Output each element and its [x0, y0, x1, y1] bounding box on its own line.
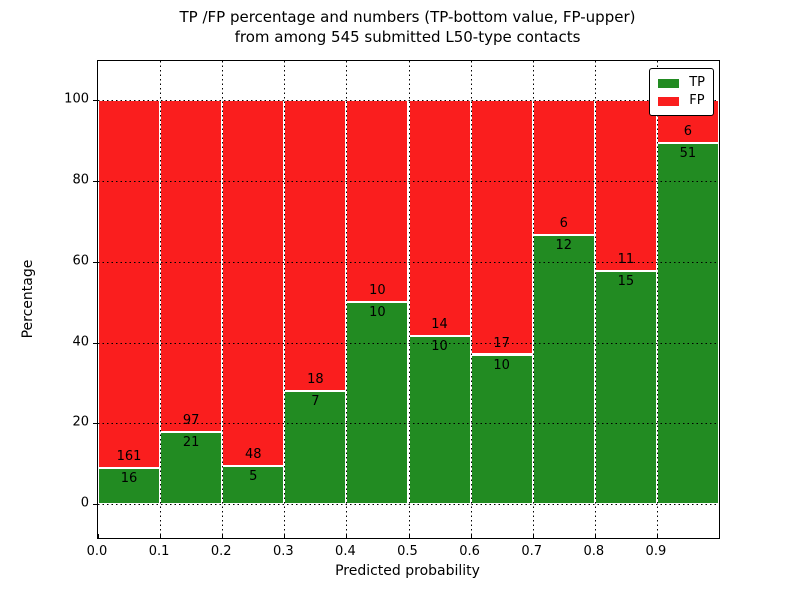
x-tick-0.8 [594, 534, 596, 538]
chart-title-line2: from among 545 submitted L50-type contac… [234, 28, 581, 46]
tp-count-label-7: 12 [555, 237, 573, 253]
tp-count-label-6: 10 [493, 357, 510, 373]
legend-swatch-fp [658, 96, 680, 106]
tp-count-label-9: 51 [679, 145, 697, 161]
tp-count-label-3: 7 [311, 394, 320, 409]
y-tick-60 [93, 261, 97, 263]
fp-count-label-2: 48 [244, 446, 262, 462]
fp-count-label-1: 97 [182, 413, 200, 429]
legend-label-fp: FP [689, 93, 705, 108]
x-tick-0.9 [656, 534, 658, 538]
fp-count-label-3: 18 [307, 372, 324, 387]
y-tick-0 [93, 504, 97, 506]
bar-segment-tp-6 [470, 354, 533, 505]
bar-segment-tp-5 [408, 335, 471, 505]
x-tick-0.6 [470, 534, 472, 538]
y-tick-label-80: 80 [72, 172, 89, 188]
x-tick-0.5 [408, 534, 410, 538]
y-tick-20 [93, 423, 97, 425]
fp-count-label-8: 11 [617, 252, 635, 268]
gridline-x-0.3 [284, 61, 286, 538]
tp-count-label-4: 10 [369, 305, 386, 321]
tp-count-label-5: 10 [431, 338, 448, 354]
gridline-x-0.1 [160, 61, 162, 538]
y-tick-label-100: 100 [64, 91, 89, 107]
gridline-x-0.7 [532, 61, 534, 538]
legend-label-tp: TP [689, 75, 705, 90]
bar-segment-fp-3 [284, 100, 347, 391]
x-tick-0.2 [222, 534, 224, 538]
x-tick-0.1 [160, 534, 162, 538]
legend-row-fp: FP [658, 92, 705, 110]
legend-row-tp: TP [658, 74, 705, 92]
y-tick-80 [93, 180, 97, 182]
bar-segment-fp-4 [346, 100, 409, 303]
x-tick-label-0.8: 0.8 [583, 544, 605, 559]
bar-segment-fp-5 [408, 100, 471, 336]
bar-segment-fp-0 [98, 100, 161, 468]
gridline-x-0.9 [656, 61, 658, 538]
y-tick-label-40: 40 [72, 334, 89, 350]
x-tick-label-0.0: 0.0 [86, 544, 108, 559]
gridline-x-0.8 [594, 61, 596, 538]
bar-segment-tp-7 [532, 234, 595, 505]
y-tick-label-20: 20 [72, 414, 89, 430]
x-tick-label-0.5: 0.5 [397, 544, 418, 559]
bar-segment-fp-1 [160, 100, 223, 433]
x-tick-0.4 [346, 534, 348, 538]
bar-segment-tp-4 [346, 302, 409, 505]
fp-count-label-6: 17 [493, 335, 510, 351]
chart-title-line1: TP /FP percentage and numbers (TP-bottom… [179, 8, 636, 26]
gridline-x-0.6 [470, 61, 472, 538]
bar-segment-fp-7 [532, 100, 595, 235]
legend: TP FP [649, 68, 714, 116]
x-tick-label-0.9: 0.9 [645, 544, 667, 559]
chart-title: TP /FP percentage and numbers (TP-bottom… [97, 7, 718, 47]
bar-segment-fp-6 [470, 100, 533, 355]
x-tick-label-0.4: 0.4 [335, 544, 356, 559]
tp-count-label-8: 15 [617, 274, 635, 290]
bar-segment-fp-8 [594, 100, 657, 272]
y-tick-label-0: 0 [80, 495, 89, 511]
y-axis-label: Percentage [20, 259, 36, 339]
y-tick-40 [93, 342, 97, 344]
gridline-x-0.2 [222, 61, 224, 538]
x-axis-label: Predicted probability [335, 563, 480, 579]
bar-segment-fp-2 [222, 100, 285, 466]
bar-segment-tp-8 [594, 271, 657, 505]
tp-count-label-1: 21 [182, 435, 200, 451]
fp-count-label-0: 161 [116, 448, 142, 464]
bar-segment-tp-0 [98, 467, 161, 505]
x-tick-label-0.1: 0.1 [148, 544, 170, 559]
y-tick-label-60: 60 [72, 253, 89, 269]
x-tick-label-0.6: 0.6 [459, 544, 480, 559]
bar-segment-tp-9 [656, 142, 719, 505]
y-tick-100 [93, 100, 97, 102]
fp-count-label-7: 6 [559, 215, 568, 231]
x-tick-0.7 [532, 534, 534, 538]
x-tick-label-0.2: 0.2 [210, 544, 232, 559]
tp-count-label-2: 5 [249, 468, 258, 484]
x-tick-label-0.7: 0.7 [521, 544, 543, 559]
gridline-x-0.4 [346, 61, 348, 538]
x-tick-label-0.3: 0.3 [272, 544, 294, 559]
plot-area: 161 16 97 21 48 5 18 7 10 10 14 10 17 10 6 12 11 15 6 51 TP… [93, 60, 720, 539]
gridline-x-0.5 [408, 61, 410, 538]
fp-count-label-9: 6 [683, 123, 693, 139]
x-tick-0.0 [98, 534, 99, 538]
fp-count-label-4: 10 [369, 283, 386, 299]
tp-count-label-0: 16 [120, 470, 138, 486]
fp-count-label-5: 14 [431, 316, 448, 332]
x-tick-0.3 [284, 534, 286, 538]
legend-swatch-tp [658, 78, 680, 88]
